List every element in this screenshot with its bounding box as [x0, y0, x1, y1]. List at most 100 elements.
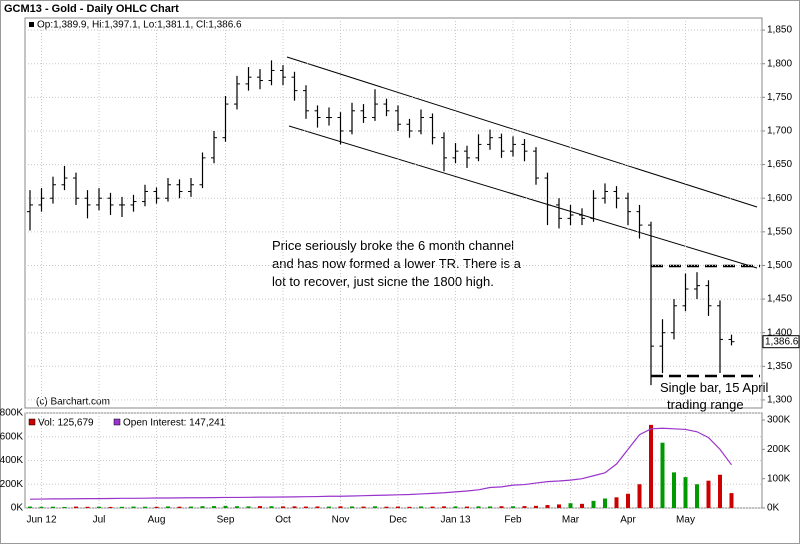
annotation: Single bar, 15 April	[660, 380, 769, 395]
y2-tick-label: 0K	[767, 503, 780, 514]
volume-bar	[327, 506, 331, 508]
volume-bar	[407, 506, 412, 508]
volume-bar	[361, 506, 366, 508]
volume-bar	[419, 506, 423, 508]
open-interest-line	[29, 427, 732, 500]
volume-bar	[603, 498, 607, 508]
volume-bar	[557, 504, 561, 508]
volume-bar	[695, 484, 699, 508]
volume-bar	[223, 505, 228, 508]
volume-bar	[373, 506, 377, 508]
channel-lower	[288, 125, 758, 269]
volume-bar	[729, 493, 734, 508]
volume-bar	[235, 506, 239, 508]
volume-bar	[499, 506, 504, 508]
annotation: lot to recover, just sicne the 1800 high…	[272, 274, 494, 289]
volume-bar	[258, 506, 262, 508]
x-tick-label: Feb	[504, 515, 522, 526]
x-tick-label: Sep	[217, 515, 235, 526]
volume-bar	[568, 503, 573, 508]
volume-bar	[591, 500, 596, 508]
volume-bar	[706, 480, 711, 508]
annotation: Price seriously broke the 6 month channe…	[272, 238, 514, 253]
volume-bar	[338, 506, 343, 508]
x-tick-label: Mar	[562, 515, 580, 526]
y-tick-label: 1,500	[767, 260, 792, 271]
y-tick-label: 1,700	[767, 126, 792, 137]
volume-bar	[534, 505, 538, 508]
x-tick-label: Dec	[389, 515, 407, 526]
volume-bar	[683, 477, 688, 508]
volume-bar	[292, 506, 297, 508]
volume-bar	[212, 506, 216, 508]
volume-bar	[143, 506, 147, 508]
y-tick-label: 1,800	[767, 58, 792, 69]
x-tick-label: Aug	[148, 515, 166, 526]
x-tick-label: Oct	[275, 515, 291, 526]
x-tick-label: May	[676, 515, 695, 526]
x-tick-label: Nov	[332, 515, 350, 526]
volume-bar	[488, 506, 492, 508]
x-tick-label: Jun 12	[26, 515, 56, 526]
credit: (c) Barchart.com	[36, 397, 110, 408]
volume-bar	[660, 442, 665, 508]
legend-label: Open Interest: 147,241	[123, 418, 226, 429]
volume-bar	[200, 506, 205, 508]
volume-bar	[315, 506, 320, 508]
y-tick-label: 600K	[0, 431, 23, 442]
volume-bar	[97, 506, 101, 508]
volume-bar	[672, 472, 676, 508]
channel-upper	[286, 56, 758, 208]
volume-bar	[465, 506, 469, 508]
volume-bar	[120, 506, 124, 508]
y-tick-label: 200K	[0, 479, 23, 490]
y2-tick-label: 200K	[767, 444, 791, 455]
y-tick-label: 1,550	[767, 226, 792, 237]
y2-tick-label: 100K	[767, 473, 791, 484]
last-price-label: 1,386.6	[765, 336, 799, 347]
volume-bar	[637, 484, 642, 508]
volume-bar	[74, 506, 78, 508]
volume-bar	[131, 506, 136, 508]
volume-bar	[28, 506, 32, 508]
volume-bar	[108, 506, 113, 508]
volume-bar	[522, 506, 527, 508]
volume-bar	[511, 506, 515, 508]
y-tick-label: 1,400	[767, 327, 792, 338]
volume-bar	[614, 497, 619, 508]
volume-bar	[281, 506, 285, 508]
y-tick-label: 1,750	[767, 92, 792, 103]
volume-bar	[304, 506, 308, 508]
volume-bar	[177, 506, 182, 508]
x-tick-label: Jul	[93, 515, 106, 526]
volume-bar	[580, 503, 584, 508]
volume-bar	[545, 505, 550, 508]
y-tick-label: 1,600	[767, 193, 792, 204]
y-tick-label: 1,450	[767, 294, 792, 305]
volume-bar	[166, 506, 170, 508]
volume-bar	[51, 506, 55, 508]
volume-bar	[476, 506, 481, 508]
volume-bar	[189, 506, 193, 508]
volume-bar	[626, 493, 630, 508]
volume-bar	[85, 506, 90, 508]
legend-label: Vol: 125,679	[38, 418, 94, 429]
legend-swatch	[113, 418, 121, 426]
volume-bar	[430, 506, 435, 508]
last-price-box	[762, 335, 800, 349]
chart-title: GCM13 - Gold - Daily OHLC Chart	[4, 3, 179, 15]
volume-bar	[453, 506, 458, 508]
y-tick-label: 1,850	[767, 25, 792, 36]
volume-bar	[39, 506, 44, 508]
legend-swatch	[29, 22, 34, 27]
y-tick-label: 1,300	[767, 395, 792, 406]
price-panel	[24, 17, 763, 409]
volume-bar	[442, 506, 446, 508]
ohlc-legend: Op:1,389.9, Hi:1,397.1, Lo:1,381.1, Cl:1…	[37, 20, 242, 31]
volume-bar	[649, 424, 653, 508]
y2-tick-label: 300K	[767, 415, 791, 426]
legend-swatch	[28, 418, 36, 426]
annotation: trading range	[667, 397, 744, 412]
volume-bar	[384, 506, 389, 508]
volume-bar	[62, 506, 67, 508]
